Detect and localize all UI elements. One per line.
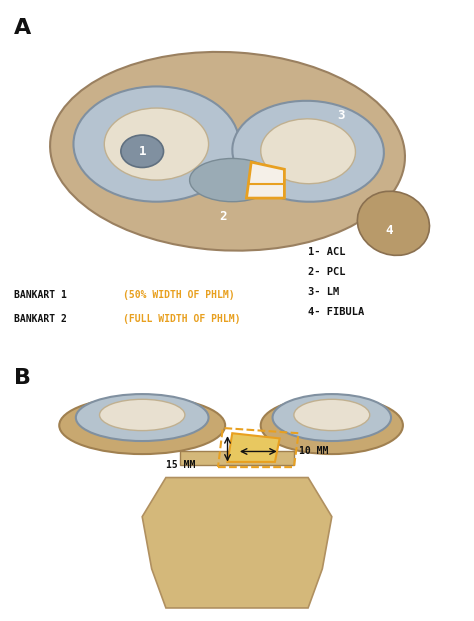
- Polygon shape: [246, 162, 284, 198]
- Text: 3: 3: [337, 109, 345, 122]
- Text: (FULL WIDTH OF PHLM): (FULL WIDTH OF PHLM): [123, 314, 241, 324]
- Polygon shape: [142, 478, 332, 608]
- Text: 2: 2: [219, 210, 227, 222]
- Ellipse shape: [73, 86, 239, 202]
- Text: B: B: [14, 368, 31, 388]
- Text: 10 MM: 10 MM: [299, 446, 328, 456]
- Polygon shape: [180, 451, 294, 465]
- Ellipse shape: [76, 394, 209, 441]
- Ellipse shape: [357, 191, 429, 255]
- Ellipse shape: [261, 397, 403, 454]
- Text: 2- PCL: 2- PCL: [308, 267, 346, 277]
- Text: BANKART 2: BANKART 2: [14, 314, 73, 324]
- Ellipse shape: [50, 52, 405, 251]
- Polygon shape: [228, 433, 280, 462]
- Ellipse shape: [261, 119, 356, 184]
- Ellipse shape: [294, 399, 370, 430]
- Text: 4- FIBULA: 4- FIBULA: [308, 307, 365, 317]
- Text: 1: 1: [138, 145, 146, 158]
- Text: A: A: [14, 18, 31, 38]
- Text: 4: 4: [385, 224, 392, 237]
- Text: 1- ACL: 1- ACL: [308, 247, 346, 257]
- Ellipse shape: [100, 399, 185, 430]
- Ellipse shape: [232, 101, 384, 202]
- Ellipse shape: [59, 397, 225, 454]
- Text: 3- LM: 3- LM: [308, 287, 339, 297]
- Ellipse shape: [273, 394, 391, 441]
- Text: 15 MM: 15 MM: [166, 460, 195, 469]
- Text: (50% WIDTH OF PHLM): (50% WIDTH OF PHLM): [123, 291, 235, 301]
- Ellipse shape: [104, 108, 209, 180]
- Circle shape: [121, 135, 164, 168]
- Ellipse shape: [190, 158, 275, 202]
- Text: BANKART 1: BANKART 1: [14, 291, 73, 301]
